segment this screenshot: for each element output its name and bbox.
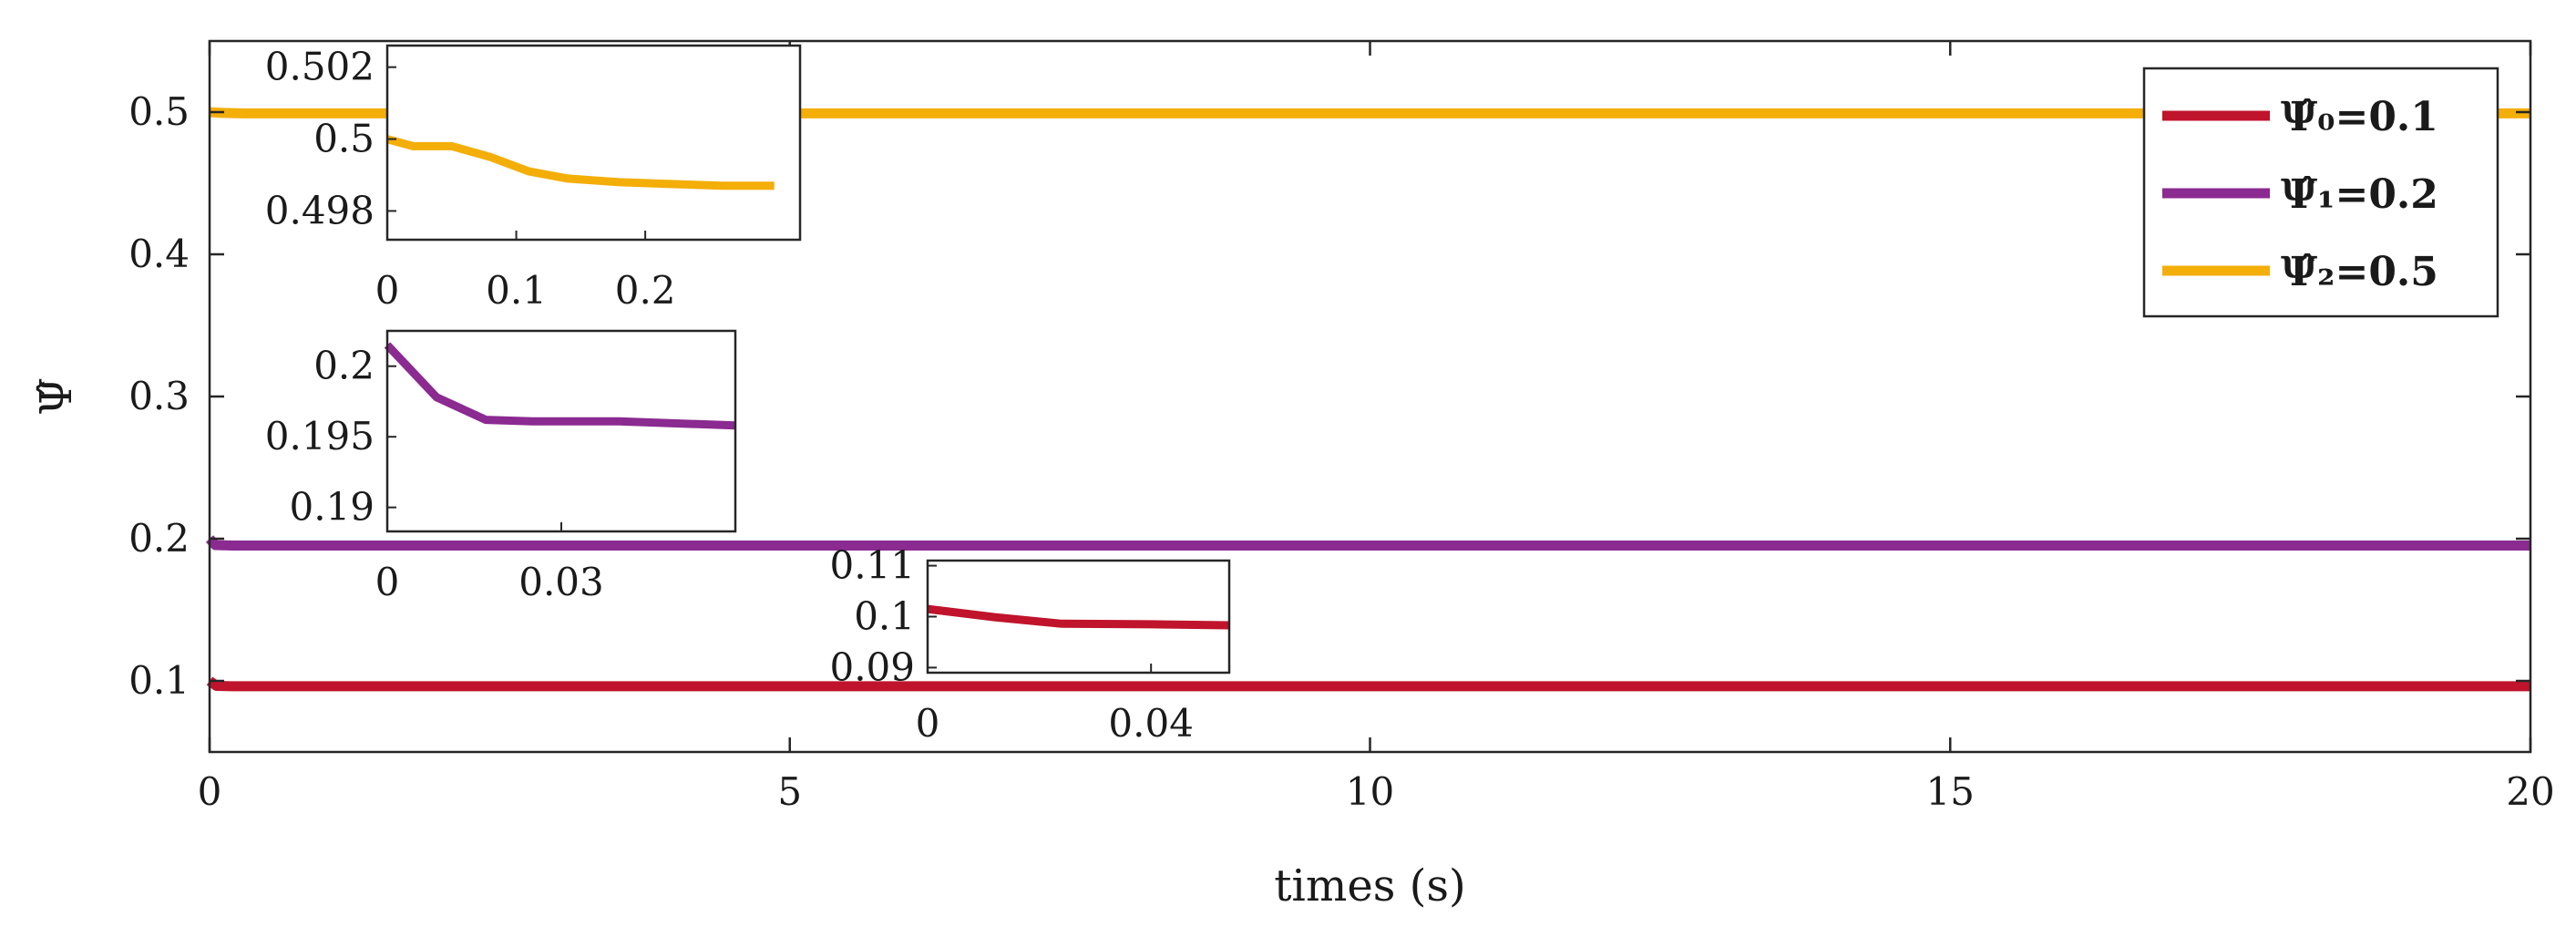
- legend: Ψ̂₀=0.1 Ψ̂₁=0.2 Ψ̂₂=0.5: [2142, 67, 2499, 318]
- series-line-0: [206, 676, 2530, 692]
- inset-x-tick-label: 0.2: [615, 268, 676, 313]
- x-axis-label: times (s): [1274, 860, 1466, 912]
- inset-y-tick-label: 0.11: [829, 543, 915, 588]
- inset-x-tick-label: 0.04: [1108, 701, 1194, 746]
- inset-background: [387, 331, 735, 531]
- y-tick-label: 0.4: [128, 232, 190, 276]
- legend-entry-1: Ψ̂₁=0.2: [2281, 171, 2438, 218]
- y-tick-label: 0.2: [128, 516, 190, 561]
- inset-background: [387, 46, 800, 240]
- inset-x-tick-label: 0: [375, 560, 400, 604]
- inset-y-tick-label: 0.2: [313, 344, 375, 388]
- inset-x-tick-label: 0.1: [486, 268, 547, 313]
- x-tick-label: 15: [1926, 769, 1975, 814]
- inset-x-tick-label: 0: [916, 701, 940, 746]
- inset-frame: [385, 44, 802, 242]
- inset-1: 0 0.03 0.2 0.195 0.19: [265, 329, 737, 604]
- inset-y-tick-label: 0.09: [829, 644, 915, 689]
- inset-y-tick-label: 0.195: [265, 414, 375, 458]
- y-tick-label: 0.1: [128, 658, 190, 703]
- inset-x-tick-label: 0.03: [518, 560, 604, 604]
- inset-2: 0 0.04 0.11 0.1 0.09: [829, 543, 1231, 746]
- inset-series-line: [384, 342, 736, 430]
- inset-y-tick-label: 0.5: [313, 117, 375, 161]
- x-tick-label: 0: [198, 769, 222, 814]
- inset-series-line: [927, 604, 1230, 630]
- x-tick-label: 10: [1346, 769, 1394, 814]
- inset-y-tick-label: 0.502: [265, 45, 375, 89]
- x-tick-label: 5: [777, 769, 802, 814]
- inset-x-tick-label: 0: [375, 268, 400, 313]
- y-axis-label: Ψ̂: [31, 377, 82, 416]
- main-plot: 0 5 10 15 20 0.1 0.2 0.3 0.4 0.5: [128, 39, 2555, 814]
- y-tick-label: 0.3: [128, 374, 190, 418]
- x-tick-label: 20: [2506, 769, 2554, 814]
- inset-0: 0 0.1 0.2 0.502 0.5 0.498: [265, 44, 802, 313]
- inset-y-tick-label: 0.498: [265, 188, 375, 232]
- series-line-1: [205, 535, 2530, 551]
- legend-entry-2: Ψ̂₂=0.5: [2281, 249, 2438, 295]
- legend-entry-0: Ψ̂₀=0.1: [2281, 94, 2438, 140]
- inset-y-tick-label: 0.19: [289, 485, 375, 530]
- y-tick-label: 0.5: [128, 89, 190, 134]
- inset-series-line: [385, 135, 775, 191]
- inset-y-tick-label: 0.1: [854, 594, 915, 639]
